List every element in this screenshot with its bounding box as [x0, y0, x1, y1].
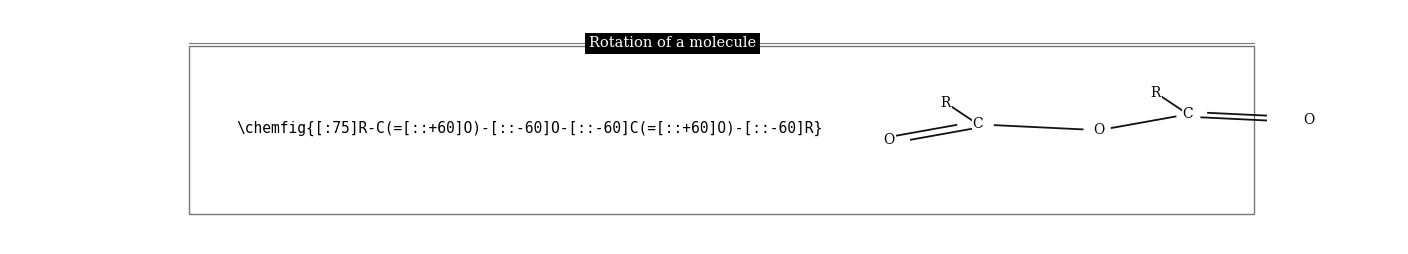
Text: \chemfig{[:75]R-C(=[::+60]O)-[::-60]O-[::-60]C(=[::+60]O)-[::-60]R}: \chemfig{[:75]R-C(=[::+60]O)-[::-60]O-[:… [237, 121, 822, 136]
Text: R: R [1150, 86, 1160, 100]
Text: R: R [941, 96, 950, 110]
Text: O: O [1304, 113, 1315, 127]
Text: O: O [884, 133, 895, 147]
Text: C: C [1183, 107, 1194, 121]
Text: C: C [973, 117, 983, 131]
Text: Rotation of a molecule: Rotation of a molecule [589, 36, 756, 50]
Text: O: O [1094, 123, 1105, 137]
